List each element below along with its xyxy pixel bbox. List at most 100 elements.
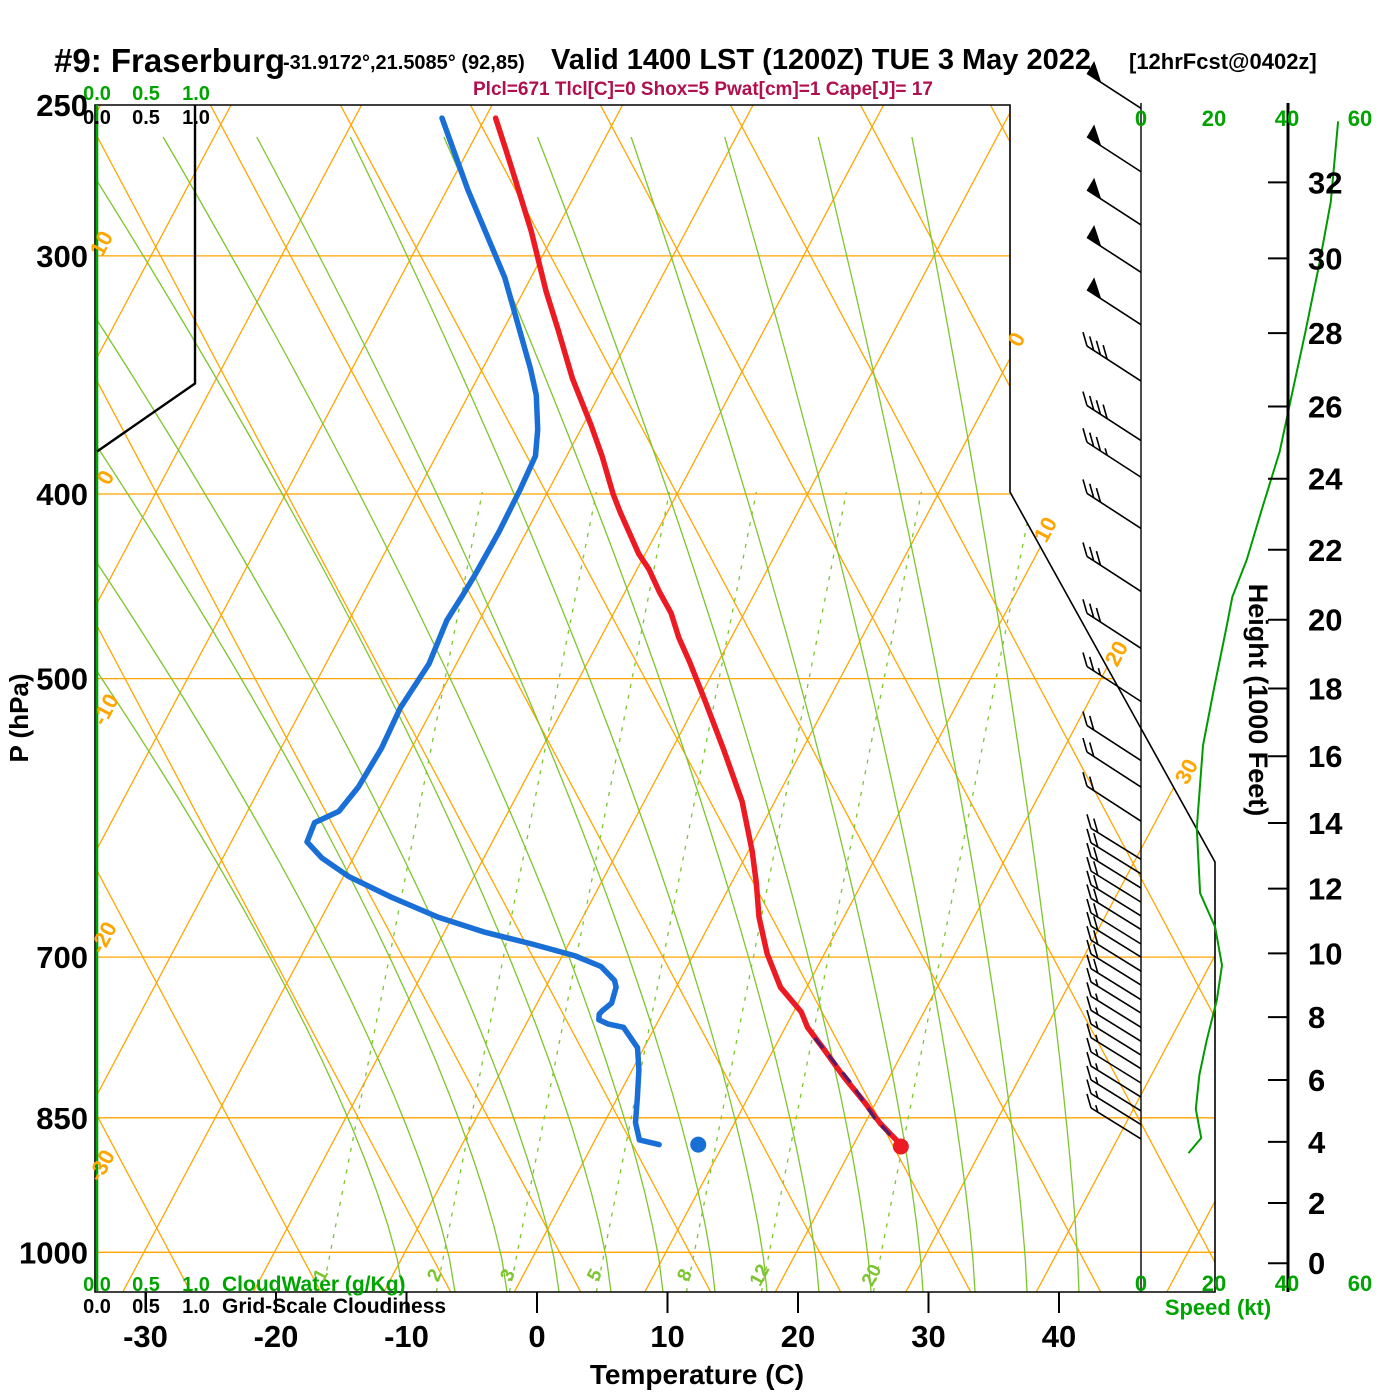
- isotherm-line: [95, 105, 624, 1292]
- svg-text:0.5: 0.5: [132, 1274, 160, 1296]
- pressure-axis: 250 300 400 500 700 850 1000 P (hPa): [4, 88, 88, 1270]
- surface-temperature-dot: [892, 1138, 909, 1155]
- mixing-ratio-line: [321, 491, 484, 1292]
- svg-text:1.0: 1.0: [182, 83, 210, 105]
- height-tick-label: 12: [1308, 872, 1342, 907]
- svg-text:1.0: 1.0: [182, 1274, 210, 1296]
- moist-adiabat-line: [724, 136, 976, 1292]
- isotherm-line: [905, 105, 1215, 1292]
- height-tick-label: 14: [1308, 806, 1343, 841]
- dry-adiabat-line: [95, 105, 712, 1292]
- cloudwater-scale: 0.00.00.50.51.01.0 CloudWater (g/Kg): [83, 83, 405, 1296]
- isotherm-label: -20: [85, 918, 122, 958]
- moist-adiabat-line: [95, 136, 612, 1292]
- temperature-curve: [492, 115, 904, 1150]
- pressure-tick-label: 500: [36, 662, 88, 697]
- speed-scale-top-label: 20: [1202, 106, 1226, 131]
- temperature-tick-label: 0: [528, 1319, 545, 1354]
- svg-text:0.5: 0.5: [132, 107, 160, 129]
- pressure-tick-label: 250: [36, 88, 88, 123]
- speed-scale-top-label: 0: [1135, 106, 1147, 131]
- mixing-ratio-line: [872, 491, 1035, 1292]
- moist-adiabat-line: [349, 136, 768, 1292]
- moist-adiabat-line: [95, 136, 404, 1292]
- isotherm-line: [383, 105, 1015, 1292]
- height-tick-label: 30: [1308, 241, 1342, 276]
- temperature-tick-label: -10: [384, 1319, 429, 1354]
- height-tick-label: 20: [1308, 603, 1342, 638]
- moist-adiabat-line: [443, 136, 820, 1292]
- dry-adiabat-line: [209, 105, 842, 1292]
- mixing-ratio-line: [760, 491, 923, 1292]
- dry-adiabat-line: [339, 105, 972, 1292]
- dry-adiabat-line: [469, 105, 1102, 1292]
- height-tick-label: 26: [1308, 390, 1342, 425]
- isotherm-line: [122, 105, 754, 1292]
- pressure-tick-label: 1000: [19, 1235, 88, 1270]
- mixing-ratio-line: [508, 491, 671, 1292]
- isotherm-label: -30: [83, 1146, 120, 1186]
- isotherm-label: 10: [85, 227, 119, 260]
- mixing-ratio-label: 20: [858, 1261, 886, 1290]
- pressure-tick-label: 300: [36, 239, 88, 274]
- height-tick-label: 0: [1308, 1246, 1325, 1281]
- station-title: #9: Fraserburg: [54, 42, 286, 79]
- pressure-tick-label: 850: [36, 1101, 88, 1136]
- height-tick-label: 24: [1308, 462, 1343, 497]
- height-tick-label: 8: [1308, 1000, 1325, 1035]
- svg-text:0.0: 0.0: [83, 1274, 111, 1296]
- height-tick-label: 28: [1308, 316, 1342, 351]
- pressure-tick-label: 400: [36, 477, 88, 512]
- temperature-tick-label: 40: [1042, 1319, 1076, 1354]
- moist-adiabat-line: [95, 136, 508, 1292]
- temperature-tick-label: 10: [650, 1319, 684, 1354]
- speed-scale-bottom-label: 0: [1135, 1271, 1147, 1296]
- height-tick-label: 32: [1308, 165, 1342, 200]
- height-tick-label: 2: [1308, 1186, 1325, 1221]
- temperature-tick-label: 30: [911, 1319, 945, 1354]
- mixing-ratio-line: [595, 491, 758, 1292]
- plot-border: [94, 104, 1216, 1293]
- speed-scale-bottom-label: 20: [1202, 1271, 1226, 1296]
- isotherm-line: [513, 105, 1146, 1292]
- mixing-ratio-line: [435, 491, 598, 1292]
- parcel-path: [813, 1037, 901, 1146]
- dry-adiabat-line: [729, 105, 1215, 1292]
- isotherm-line: [774, 105, 1215, 1292]
- dry-adiabat-line: [1380, 105, 1400, 1292]
- dry-adiabat-line: [95, 105, 322, 1292]
- cloudiness-trace: [96, 105, 197, 453]
- height-tick-label: 16: [1308, 739, 1342, 774]
- height-axis-title: Height (1000 Feet): [1243, 584, 1273, 817]
- pressure-axis-title: P (hPa): [4, 673, 34, 762]
- moist-adiabat-line: [911, 136, 1080, 1292]
- dewpoint-curve: [304, 115, 662, 1148]
- speed-scale-bottom-label: 60: [1348, 1271, 1372, 1296]
- moist-adiabat-line: [162, 136, 664, 1292]
- wind-speed-curve: [1187, 121, 1340, 1154]
- height-tick-label: 10: [1308, 936, 1342, 971]
- mixing-ratio-label: 3: [496, 1266, 520, 1285]
- isotherm-label: 10: [1029, 513, 1063, 546]
- isotherm-label: 0: [1002, 328, 1030, 351]
- svg-text:1.0: 1.0: [182, 107, 210, 129]
- temperature-axis: -30 -20 -10 0 10 20 30 40 Temperature (C): [123, 1292, 1076, 1390]
- temperature-tick-label: -30: [123, 1319, 168, 1354]
- cloudwater-axis-title: CloudWater (g/Kg): [222, 1273, 406, 1296]
- moist-adiabat-line: [95, 136, 560, 1292]
- isotherm-line: [95, 105, 363, 1292]
- isotherm-line: [644, 105, 1215, 1292]
- cloudiness-axis-title: Grid-Scale Cloudiness: [222, 1295, 446, 1318]
- isotherm-line: [252, 105, 885, 1292]
- svg-text:0.0: 0.0: [83, 83, 111, 105]
- isotherm-label: 20: [1100, 637, 1134, 670]
- isotherm-label: 30: [1170, 755, 1204, 788]
- station-coordinates: -31.9172°,21.5085° (92,85): [283, 52, 525, 74]
- forecast-tag: [12hrFcst@0402z]: [1129, 49, 1317, 74]
- speed-axis-title: Speed (kt): [1165, 1295, 1271, 1320]
- temperature-tick-label: -20: [254, 1319, 299, 1354]
